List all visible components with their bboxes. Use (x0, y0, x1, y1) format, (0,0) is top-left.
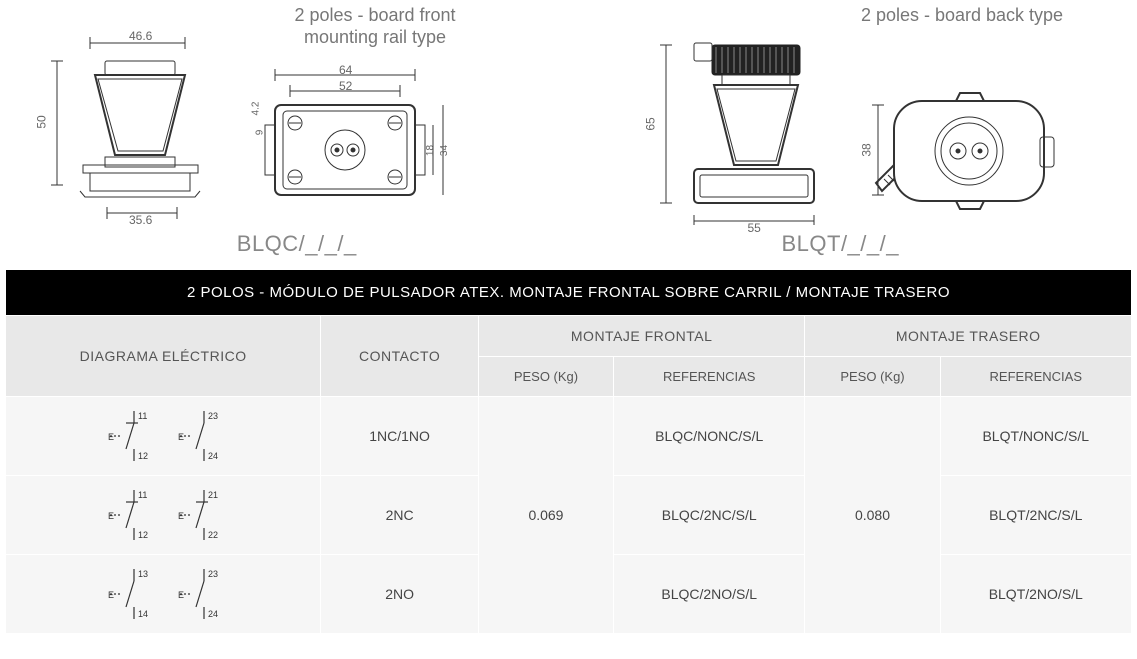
model-code-front: BLQC/_/_/_ (25, 231, 569, 257)
table-title-row: 2 POLOS - MÓDULO DE PULSADOR ATEX. MONTA… (6, 270, 1132, 316)
svg-text:12: 12 (138, 451, 148, 461)
table-title: 2 POLOS - MÓDULO DE PULSADOR ATEX. MONTA… (6, 270, 1132, 316)
col-back: MONTAJE TRASERO (805, 316, 1132, 357)
svg-text:14: 14 (138, 609, 148, 619)
svg-text:13: 13 (138, 569, 148, 579)
svg-text:E: E (108, 511, 114, 521)
col-diagram: DIAGRAMA ELÉCTRICO (6, 316, 321, 397)
cell-contact: 2NO (321, 555, 479, 634)
drawings-back: 65 55 (644, 25, 1064, 230)
col-front-weight: PESO (Kg) (478, 357, 613, 397)
dim-h: 65 (643, 117, 657, 130)
svg-text:E: E (178, 432, 184, 442)
dim-base: 35.6 (129, 213, 152, 227)
spec-table: 2 POLOS - MÓDULO DE PULSADOR ATEX. MONTA… (5, 269, 1132, 634)
svg-text:E: E (108, 590, 114, 600)
cell-ref-back: BLQT/NONC/S/L (940, 397, 1131, 476)
cell-contact: 2NC (321, 476, 479, 555)
svg-text:23: 23 (208, 411, 218, 421)
svg-text:11: 11 (138, 411, 147, 421)
front-top-view: 64 52 4.2 9 18 34 (235, 25, 455, 230)
dim-width: 46.6 (129, 29, 152, 43)
dim-h4: 34 (439, 145, 450, 156)
dim-h2: 9 (254, 130, 265, 136)
col-front-ref: REFERENCIAS (614, 357, 805, 397)
cell-diagram: E 11 12 E 23 24 (6, 397, 321, 476)
dim-base: 55 (748, 221, 761, 235)
dim-iw: 52 (339, 79, 352, 93)
dim-h: 38 (859, 143, 873, 156)
table-group-header: DIAGRAMA ELÉCTRICO CONTACTO MONTAJE FRON… (6, 316, 1132, 357)
back-top-view: 38 (864, 25, 1064, 230)
svg-text:12: 12 (138, 530, 148, 540)
circuit-symbol-no: E 13 14 (108, 567, 148, 621)
circuit-symbol-no: E 23 24 (178, 567, 218, 621)
technical-diagrams-row: 2 poles - board front mounting rail type (5, 5, 1132, 225)
cell-ref-front: BLQC/NONC/S/L (614, 397, 805, 476)
diagram-group-front: 2 poles - board front mounting rail type (25, 5, 554, 225)
back-side-view: 65 55 (644, 25, 834, 230)
svg-text:E: E (178, 590, 184, 600)
table-row: E 11 12 E 23 24 1NC/1NO0.069BLQC/NONC/S/… (6, 397, 1132, 476)
col-front: MONTAJE FRONTAL (478, 316, 805, 357)
circuit-symbol-no: E 23 24 (178, 409, 218, 463)
model-code-back: BLQT/_/_/_ (569, 231, 1113, 257)
cell-ref-back: BLQT/2NO/S/L (940, 555, 1131, 634)
svg-text:11: 11 (138, 490, 147, 500)
svg-text:E: E (178, 511, 184, 521)
circuit-symbol-nc: E 11 12 (108, 409, 148, 463)
dim-ow: 64 (339, 63, 352, 77)
diagram-group-back: 2 poles - board back type (584, 5, 1113, 225)
col-contact: CONTACTO (321, 316, 479, 397)
front-side-view: 46.6 50 35.6 (35, 25, 205, 230)
cell-ref-back: BLQT/2NC/S/L (940, 476, 1131, 555)
svg-text:22: 22 (208, 530, 218, 540)
cell-diagram: E 11 12 E 21 22 (6, 476, 321, 555)
drawings-front: 46.6 50 35.6 (35, 25, 455, 230)
cell-weight-back: 0.080 (805, 397, 940, 634)
col-back-weight: PESO (Kg) (805, 357, 940, 397)
cell-ref-front: BLQC/2NC/S/L (614, 476, 805, 555)
cell-contact: 1NC/1NO (321, 397, 479, 476)
svg-text:E: E (108, 432, 114, 442)
svg-text:24: 24 (208, 451, 218, 461)
svg-text:24: 24 (208, 609, 218, 619)
circuit-symbol-nc: E 21 22 (178, 488, 218, 542)
cell-diagram: E 13 14 E 23 24 (6, 555, 321, 634)
diagram-title-back: 2 poles - board back type (832, 5, 1092, 27)
svg-text:21: 21 (208, 490, 218, 500)
dim-height: 50 (35, 115, 49, 128)
cell-ref-front: BLQC/2NO/S/L (614, 555, 805, 634)
cell-weight-front: 0.069 (478, 397, 613, 634)
col-back-ref: REFERENCIAS (940, 357, 1131, 397)
dim-h1: 4.2 (250, 102, 261, 116)
dim-h3: 18 (425, 145, 436, 156)
circuit-symbol-nc: E 11 12 (108, 488, 148, 542)
svg-text:23: 23 (208, 569, 218, 579)
model-code-row: BLQC/_/_/_ BLQT/_/_/_ (5, 231, 1132, 257)
